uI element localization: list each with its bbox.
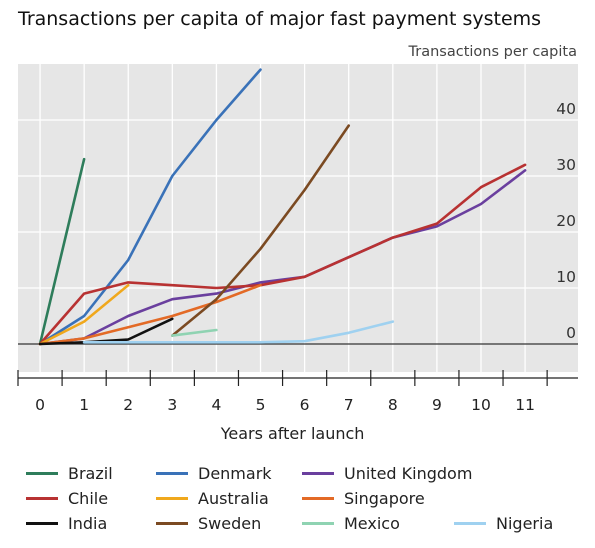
legend-swatch-sweden (156, 522, 188, 525)
legend-label-nigeria: Nigeria (496, 514, 554, 533)
series-line-sweden (171, 124, 351, 337)
legend-item-denmark: Denmark (156, 464, 272, 483)
legend-swatch-singapore (302, 497, 334, 500)
x-tick-label-7: 7 (344, 396, 354, 414)
series-line-brazil (38, 157, 86, 346)
legend-item-nigeria: Nigeria (454, 514, 553, 533)
x-tick-label-9: 9 (432, 396, 442, 414)
legend-label-united-kingdom: United Kingdom (344, 464, 473, 483)
series-line-denmark (38, 68, 262, 346)
legend-label-denmark: Denmark (198, 464, 272, 483)
x-axis: 0 1 2 3 4 5 6 7 8 9 10 11 (17, 370, 578, 414)
legend-label-brazil: Brazil (68, 464, 113, 483)
x-tick-label-10: 10 (471, 396, 491, 414)
x-tick-label-4: 4 (211, 396, 221, 414)
series-line-mexico (171, 328, 218, 337)
series-lines (38, 68, 527, 346)
x-tick-label-1: 1 (79, 396, 89, 414)
x-tick-label-6: 6 (300, 396, 310, 414)
legend-item-singapore: Singapore (302, 489, 425, 508)
legend-item-brazil: Brazil (26, 464, 113, 483)
legend-item-united-kingdom: United Kingdom (302, 464, 472, 483)
x-tick-label-5: 5 (256, 396, 266, 414)
legend-swatch-brazil (26, 472, 58, 475)
line-chart: 0 1 2 3 4 5 6 7 8 9 10 11 0 10 20 30 40 Years after lau… (17, 64, 578, 443)
legend-label-singapore: Singapore (344, 489, 425, 508)
series-line-singapore (38, 283, 262, 346)
legend-swatch-denmark (156, 472, 188, 475)
y-tick-label-0: 0 (566, 324, 576, 342)
y-tick-label-40: 40 (556, 100, 576, 118)
series-line-chile (38, 163, 527, 346)
legend-item-chile: Chile (26, 489, 108, 508)
legend-swatch-mexico (302, 522, 334, 525)
legend-label-sweden: Sweden (198, 514, 262, 533)
legend-swatch-india (26, 522, 58, 525)
y-tick-label-20: 20 (556, 212, 576, 230)
legend-label-india: India (68, 514, 108, 533)
x-tick-label-0: 0 (35, 396, 45, 414)
legend-swatch-chile (26, 497, 58, 500)
x-tick-label-8: 8 (388, 396, 398, 414)
chart-title: Transactions per capita of major fast pa… (18, 8, 542, 30)
x-tick-label-3: 3 (167, 396, 177, 414)
plot-background (18, 64, 578, 372)
legend-label-chile: Chile (68, 489, 109, 508)
legend-label-mexico: Mexico (344, 514, 400, 533)
legend-label-australia: Australia (198, 489, 269, 508)
legend-swatch-nigeria (454, 522, 486, 525)
y-axis-label: Transactions per capita (408, 44, 577, 60)
series-line-nigeria (82, 320, 395, 344)
legend-swatch-united-kingdom (302, 472, 334, 475)
x-tick-label-2: 2 (123, 396, 133, 414)
legend-item-sweden: Sweden (156, 514, 261, 533)
legend-item-australia: Australia (156, 489, 269, 508)
series-line-india (38, 317, 174, 346)
x-tick-label-11: 11 (515, 396, 535, 414)
y-tick-label-30: 30 (556, 156, 576, 174)
series-line-united-kingdom (38, 169, 527, 346)
y-axis-ticks: 0 10 20 30 40 (556, 100, 576, 342)
legend-swatch-australia (156, 497, 188, 500)
series-line-australia (38, 283, 130, 346)
x-axis-label: Years after launch (220, 424, 365, 443)
legend-item-mexico: Mexico (302, 514, 400, 533)
y-tick-label-10: 10 (556, 268, 576, 286)
legend-item-india: India (26, 514, 107, 533)
